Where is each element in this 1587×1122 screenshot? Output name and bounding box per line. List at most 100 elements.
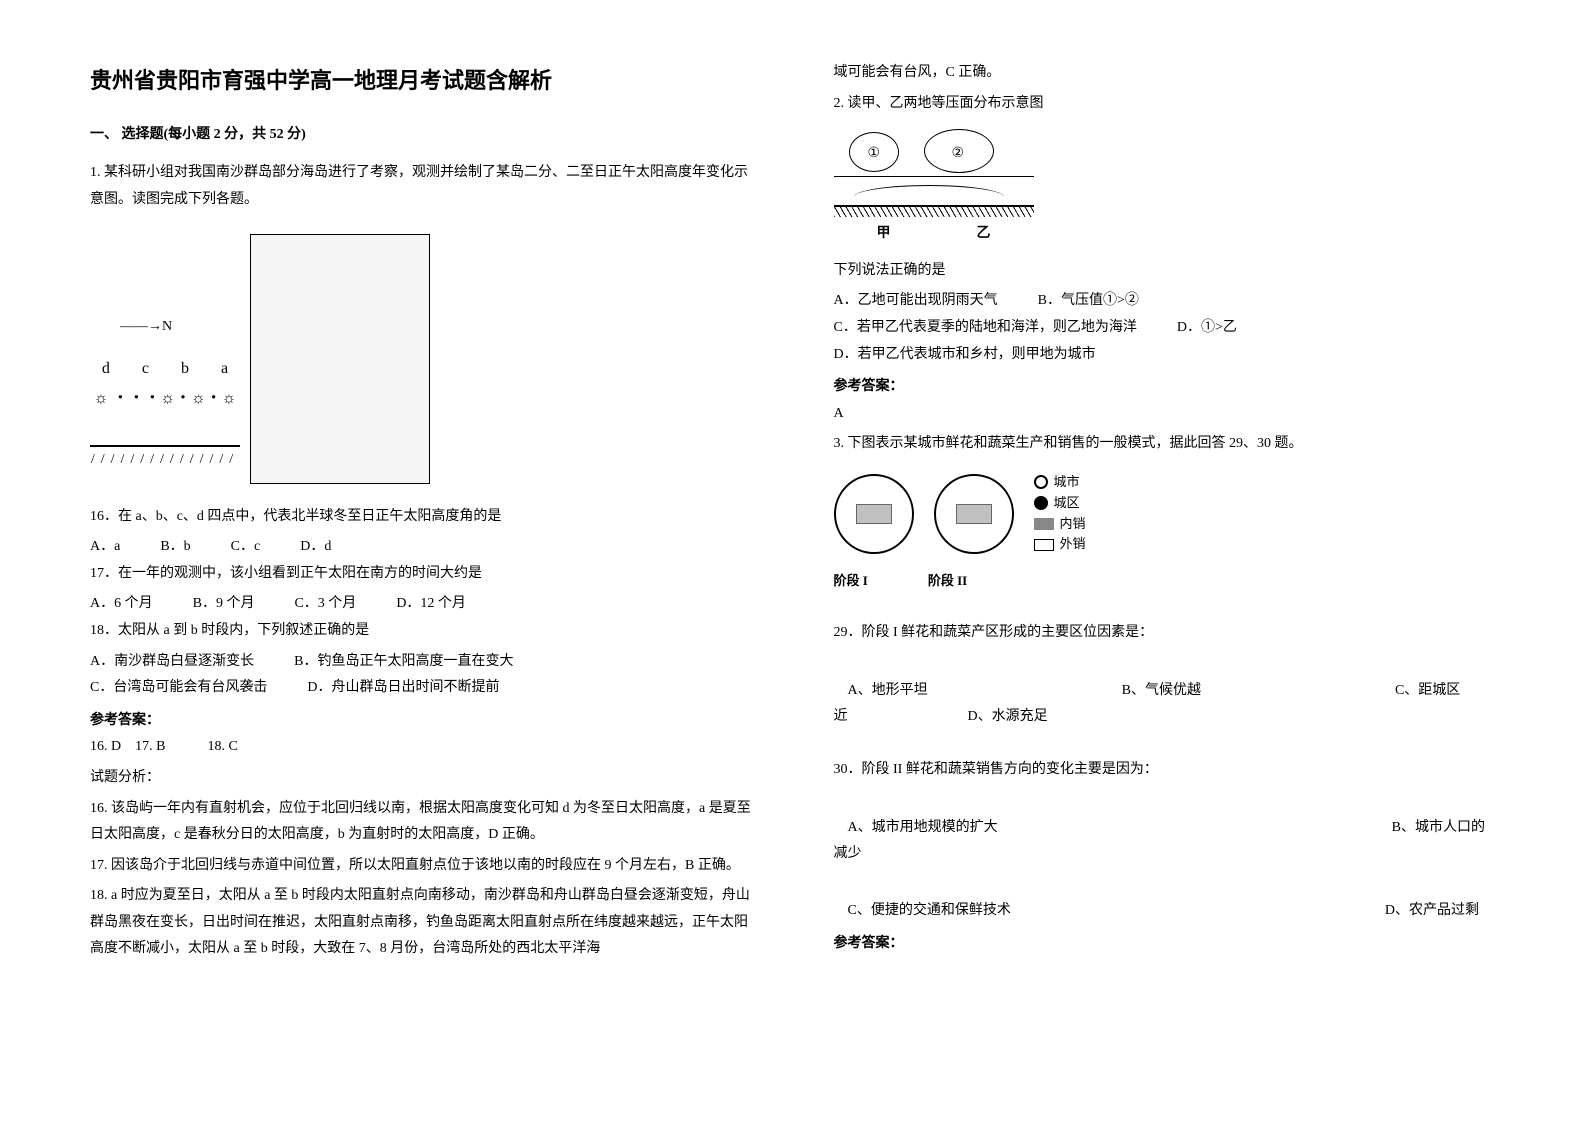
q18-opt-b: B．钓鱼岛正午太阳高度一直在变大 [294,649,513,676]
q2-opt-d: D．①>乙 [1177,315,1237,342]
q29-text: 29．阶段 I 鲜花和蔬菜产区形成的主要区位因素是： [834,620,1498,647]
analysis-18: 18. a 时应为夏至日，太阳从 a 至 b 时段内太阳直射点向南移动，南沙群岛… [90,883,754,963]
q16-opt-d: D．d [300,534,331,561]
q17-text: 17．在一年的观测中，该小组看到正午太阳在南方的时间大约是 [90,561,754,588]
ground-line: /////////////// [90,445,240,474]
q2-answer: A [834,401,1498,428]
q1-intro: 1. 某科研小组对我国南沙群岛部分海岛进行了考察，观测并绘制了某岛二分、二至日正… [90,160,754,213]
q17-opt-b: B．9 个月 [193,591,255,618]
q18-opt-a: A．南沙群岛白昼逐渐变长 [90,649,254,676]
label-1: ① [868,141,881,168]
q2-opt-b: B．气压值①>② [1038,288,1139,315]
phase-2-circle [934,474,1014,554]
q1-diagram-left: ——→N d c b a ☼ ・・・☼・☼・☼ /////////////// [90,224,240,474]
q17-opt-a: A．6 个月 [90,591,153,618]
q29-opt-c: C、距城区 [1381,678,1460,705]
circle-icon [1034,475,1048,489]
arrow-filled-icon [1034,518,1054,530]
q2-intro: 2. 读甲、乙两地等压面分布示意图 [834,91,1498,118]
q16-options: A．a B．b C．c D．d [90,534,754,561]
phase-1-group [834,474,914,554]
q29-opt-a: A、地形平坦 [834,678,928,705]
exam-title: 贵州省贵阳市育强中学高一地理月考试题含解析 [90,60,754,102]
legend-outer: 外销 [1034,534,1086,555]
q1-answer-header: 参考答案： [90,708,754,735]
filled-circle-icon [1034,496,1048,510]
q3-answer-header: 参考答案： [834,931,1498,958]
q17-opt-d: D．12 个月 [396,591,466,618]
legend-inner: 内销 [1034,514,1086,535]
sun-positions: d c b a ☼ ・・・☼・☼・☼ [90,354,240,415]
legend-area: 城区 [1034,493,1086,514]
label-jia: 甲 [877,221,891,248]
phase-labels: 阶段 I 阶段 II [834,569,1498,594]
q2-answer-header: 参考答案： [834,374,1498,401]
right-column: 域可能会有台风，C 正确。 2. 读甲、乙两地等压面分布示意图 ① ② 甲 乙 … [834,60,1498,1062]
q18-opt-d: D．舟山群岛日出时间不断提前 [307,675,499,702]
arrow-outline-icon [1034,539,1054,551]
label-yi: 乙 [977,221,991,248]
q3-phase-diagram: 城市 城区 内销 外销 [834,472,1498,555]
q29-options-2: 近 D、水源充足 [834,704,1498,731]
q2-stem: 下列说法正确的是 [834,258,1498,285]
q2-options-cd: C．若甲乙代表夏季的陆地和海洋，则乙地为海洋 D．①>乙 [834,315,1498,342]
q30-opt-d: D、农产品过剩 [1371,898,1479,925]
sun-icons: ☼ ・・・☼・☼・☼ [90,384,240,414]
q30-reduce: 减少 [834,841,1498,868]
section-header: 一、 选择题(每小题 2 分，共 52 分) [90,122,754,149]
q18-options-cd: C．台湾岛可能会有台风袭击 D．舟山群岛日出时间不断提前 [90,675,754,702]
q30-text: 30．阶段 II 鲜花和蔬菜销售方向的变化主要是因为： [834,757,1498,784]
phase-1-circle [834,474,914,554]
pressure-bottom-labels: 甲 乙 [834,221,1034,248]
q17-opt-c: C．3 个月 [294,591,356,618]
legend-inner-label: 内销 [1060,514,1086,535]
label-2: ② [952,141,965,168]
q1-map-placeholder [250,234,430,484]
phase-2-group [934,474,1014,554]
q29-opt-d: D、水源充足 [968,704,1048,731]
analysis-header: 试题分析： [90,765,754,792]
q2-options-ab: A．乙地可能出现阴雨天气 B．气压值①>② [834,288,1498,315]
q29-opt-b: B、气候优越 [1108,678,1201,705]
q18-opt-c: C．台湾岛可能会有台风袭击 [90,675,267,702]
q2-opt-e: D．若甲乙代表城市和乡村，则甲地为城市 [834,342,1498,369]
legend-city: 城市 [1034,472,1086,493]
pressure-mid [834,177,1034,207]
q18-options-ab: A．南沙群岛白昼逐渐变长 B．钓鱼岛正午太阳高度一直在变大 [90,649,754,676]
legend-outer-label: 外销 [1060,534,1086,555]
q30-opt-c: C、便捷的交通和保鲜技术 [834,898,1011,925]
q2-opt-a: A．乙地可能出现阴雨天气 [834,288,998,315]
pressure-top: ① ② [834,127,1034,177]
legend-area-label: 城区 [1054,493,1080,514]
sun-labels: d c b a [90,354,240,384]
ground-hatching [834,207,1034,217]
q2-pressure-diagram: ① ② 甲 乙 [834,127,1034,248]
q2-opt-c: C．若甲乙代表夏季的陆地和海洋，则乙地为海洋 [834,315,1137,342]
q29-near: 近 [834,704,848,731]
analysis-16: 16. 该岛屿一年内有直射机会，应位于北回归线以南，根据太阳高度变化可知 d 为… [90,796,754,849]
legend-city-label: 城市 [1054,472,1080,493]
q16-opt-a: A．a [90,534,120,561]
q1-diagram: ——→N d c b a ☼ ・・・☼・☼・☼ /////////////// [90,224,754,494]
q30-opt-b: B、城市人口的 [1378,815,1485,842]
north-arrow: ——→N [120,314,172,341]
left-column: 贵州省贵阳市育强中学高一地理月考试题含解析 一、 选择题(每小题 2 分，共 5… [90,60,754,1062]
q29-options: A、地形平坦 B、气候优越 C、距城区 [834,678,1498,705]
q17-options: A．6 个月 B．9 个月 C．3 个月 D．12 个月 [90,591,754,618]
q1-answers: 16. D 17. B 18. C [90,734,754,761]
q30-options-cd: C、便捷的交通和保鲜技术 D、农产品过剩 [834,898,1498,925]
q16-opt-c: C．c [231,534,261,561]
q30-opt-a: A、城市用地规模的扩大 [834,815,998,842]
phase-2-arrow-icon [956,504,992,524]
pressure-wave [854,185,1004,197]
phase-1-arrow-icon [856,504,892,524]
q30-options-ab: A、城市用地规模的扩大 B、城市人口的 [834,815,1498,842]
q18-text: 18．太阳从 a 到 b 时段内，下列叙述正确的是 [90,618,754,645]
q16-opt-b: B．b [160,534,190,561]
analysis-17: 17. 因该岛介于北回归线与赤道中间位置，所以太阳直射点位于该地以南的时段应在 … [90,853,754,880]
q1-continuation: 域可能会有台风，C 正确。 [834,60,1498,87]
phase-2-label: 阶段 II [928,569,967,594]
phase-1-label: 阶段 I [834,569,868,594]
q3-intro: 3. 下图表示某城市鲜花和蔬菜生产和销售的一般模式，据此回答 29、30 题。 [834,431,1498,458]
q3-legend: 城市 城区 内销 外销 [1034,472,1086,555]
